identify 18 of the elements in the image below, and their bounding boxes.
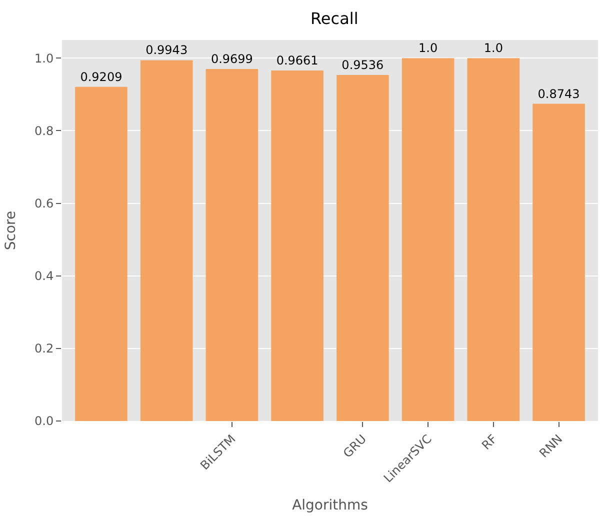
y-tick-label: 1.0 [34,51,54,66]
data-label: 0.9209 [80,70,122,84]
y-tick-label: 0.4 [34,269,54,284]
y-tick-label: 0.8 [34,124,54,138]
x-tick-label: RF [479,432,500,453]
data-label: 0.8743 [538,86,580,101]
y-tick-label: 0.2 [34,342,54,356]
y-axis-title: Score [3,210,20,250]
data-label: 0.9699 [210,52,253,66]
chart-title: Recall [310,9,358,28]
y-tick-label: 0.0 [34,414,54,428]
data-label: 1.0 [484,41,503,56]
x-axis-title: Algorithms [292,498,368,514]
data-label: 0.9943 [146,43,188,58]
y-tick-label: 0.6 [34,196,54,210]
data-label: 0.9661 [276,53,318,68]
data-label: 0.9536 [342,58,384,72]
data-label: 1.0 [418,41,438,56]
